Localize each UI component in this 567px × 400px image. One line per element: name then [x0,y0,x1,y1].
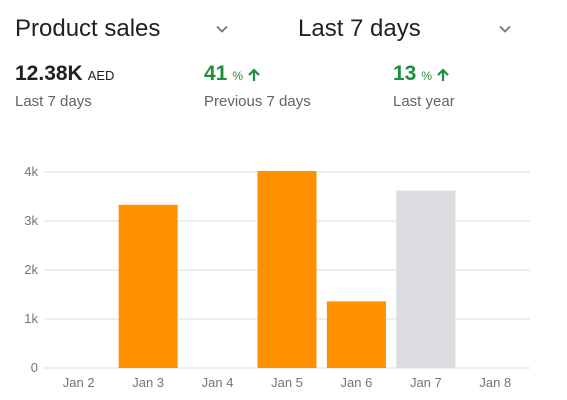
x-tick-label: Jan 6 [341,375,373,390]
x-tick-label: Jan 3 [132,375,164,390]
range-selector-label: Last 7 days [298,15,421,42]
last-year-change: 13 [393,62,417,85]
currency-unit: AED [87,68,115,83]
total-sales-caption: Last 7 days [15,93,92,110]
range-selector[interactable]: Last 7 days [298,12,513,46]
y-tick-label: 4k [24,164,38,179]
percent-unit: % [232,69,244,83]
metric-selector-label: Product sales [15,15,161,42]
x-tick-label: Jan 2 [63,375,95,390]
previous-period-change: 41 [204,62,228,85]
bar[interactable] [396,190,456,368]
bar[interactable] [257,171,317,368]
last-year-caption: Last year [393,93,455,110]
y-tick-label: 3k [24,213,38,228]
stat-previous-period: 41 % Previous 7 days [204,62,311,110]
x-tick-label: Jan 7 [410,375,442,390]
y-tick-label: 1k [24,311,38,326]
bar[interactable] [118,204,178,368]
previous-period-caption: Previous 7 days [204,93,311,110]
x-tick-label: Jan 8 [479,375,511,390]
total-sales-value: 12.38K [15,62,83,85]
y-tick-label: 0 [31,360,38,375]
sales-bar-chart: 0 1k 2k 3k 4k Jan 2 Jan 3 Jan 4 Jan 5 Jan 6 Jan 7 J… [24,164,530,390]
percent-unit: % [421,69,433,83]
bar[interactable] [326,301,386,368]
y-tick-label: 2k [24,262,38,277]
stat-last-year: 13 % Last year [393,62,455,110]
metric-selector[interactable]: Product sales [15,12,230,46]
chevron-down-icon [499,25,511,33]
chevron-down-icon [216,25,228,33]
arrow-up-icon [248,68,260,81]
stat-total-sales: 12.38K AED Last 7 days [15,62,114,110]
x-tick-label: Jan 5 [271,375,303,390]
x-tick-label: Jan 4 [202,375,234,390]
arrow-up-icon [437,68,449,81]
